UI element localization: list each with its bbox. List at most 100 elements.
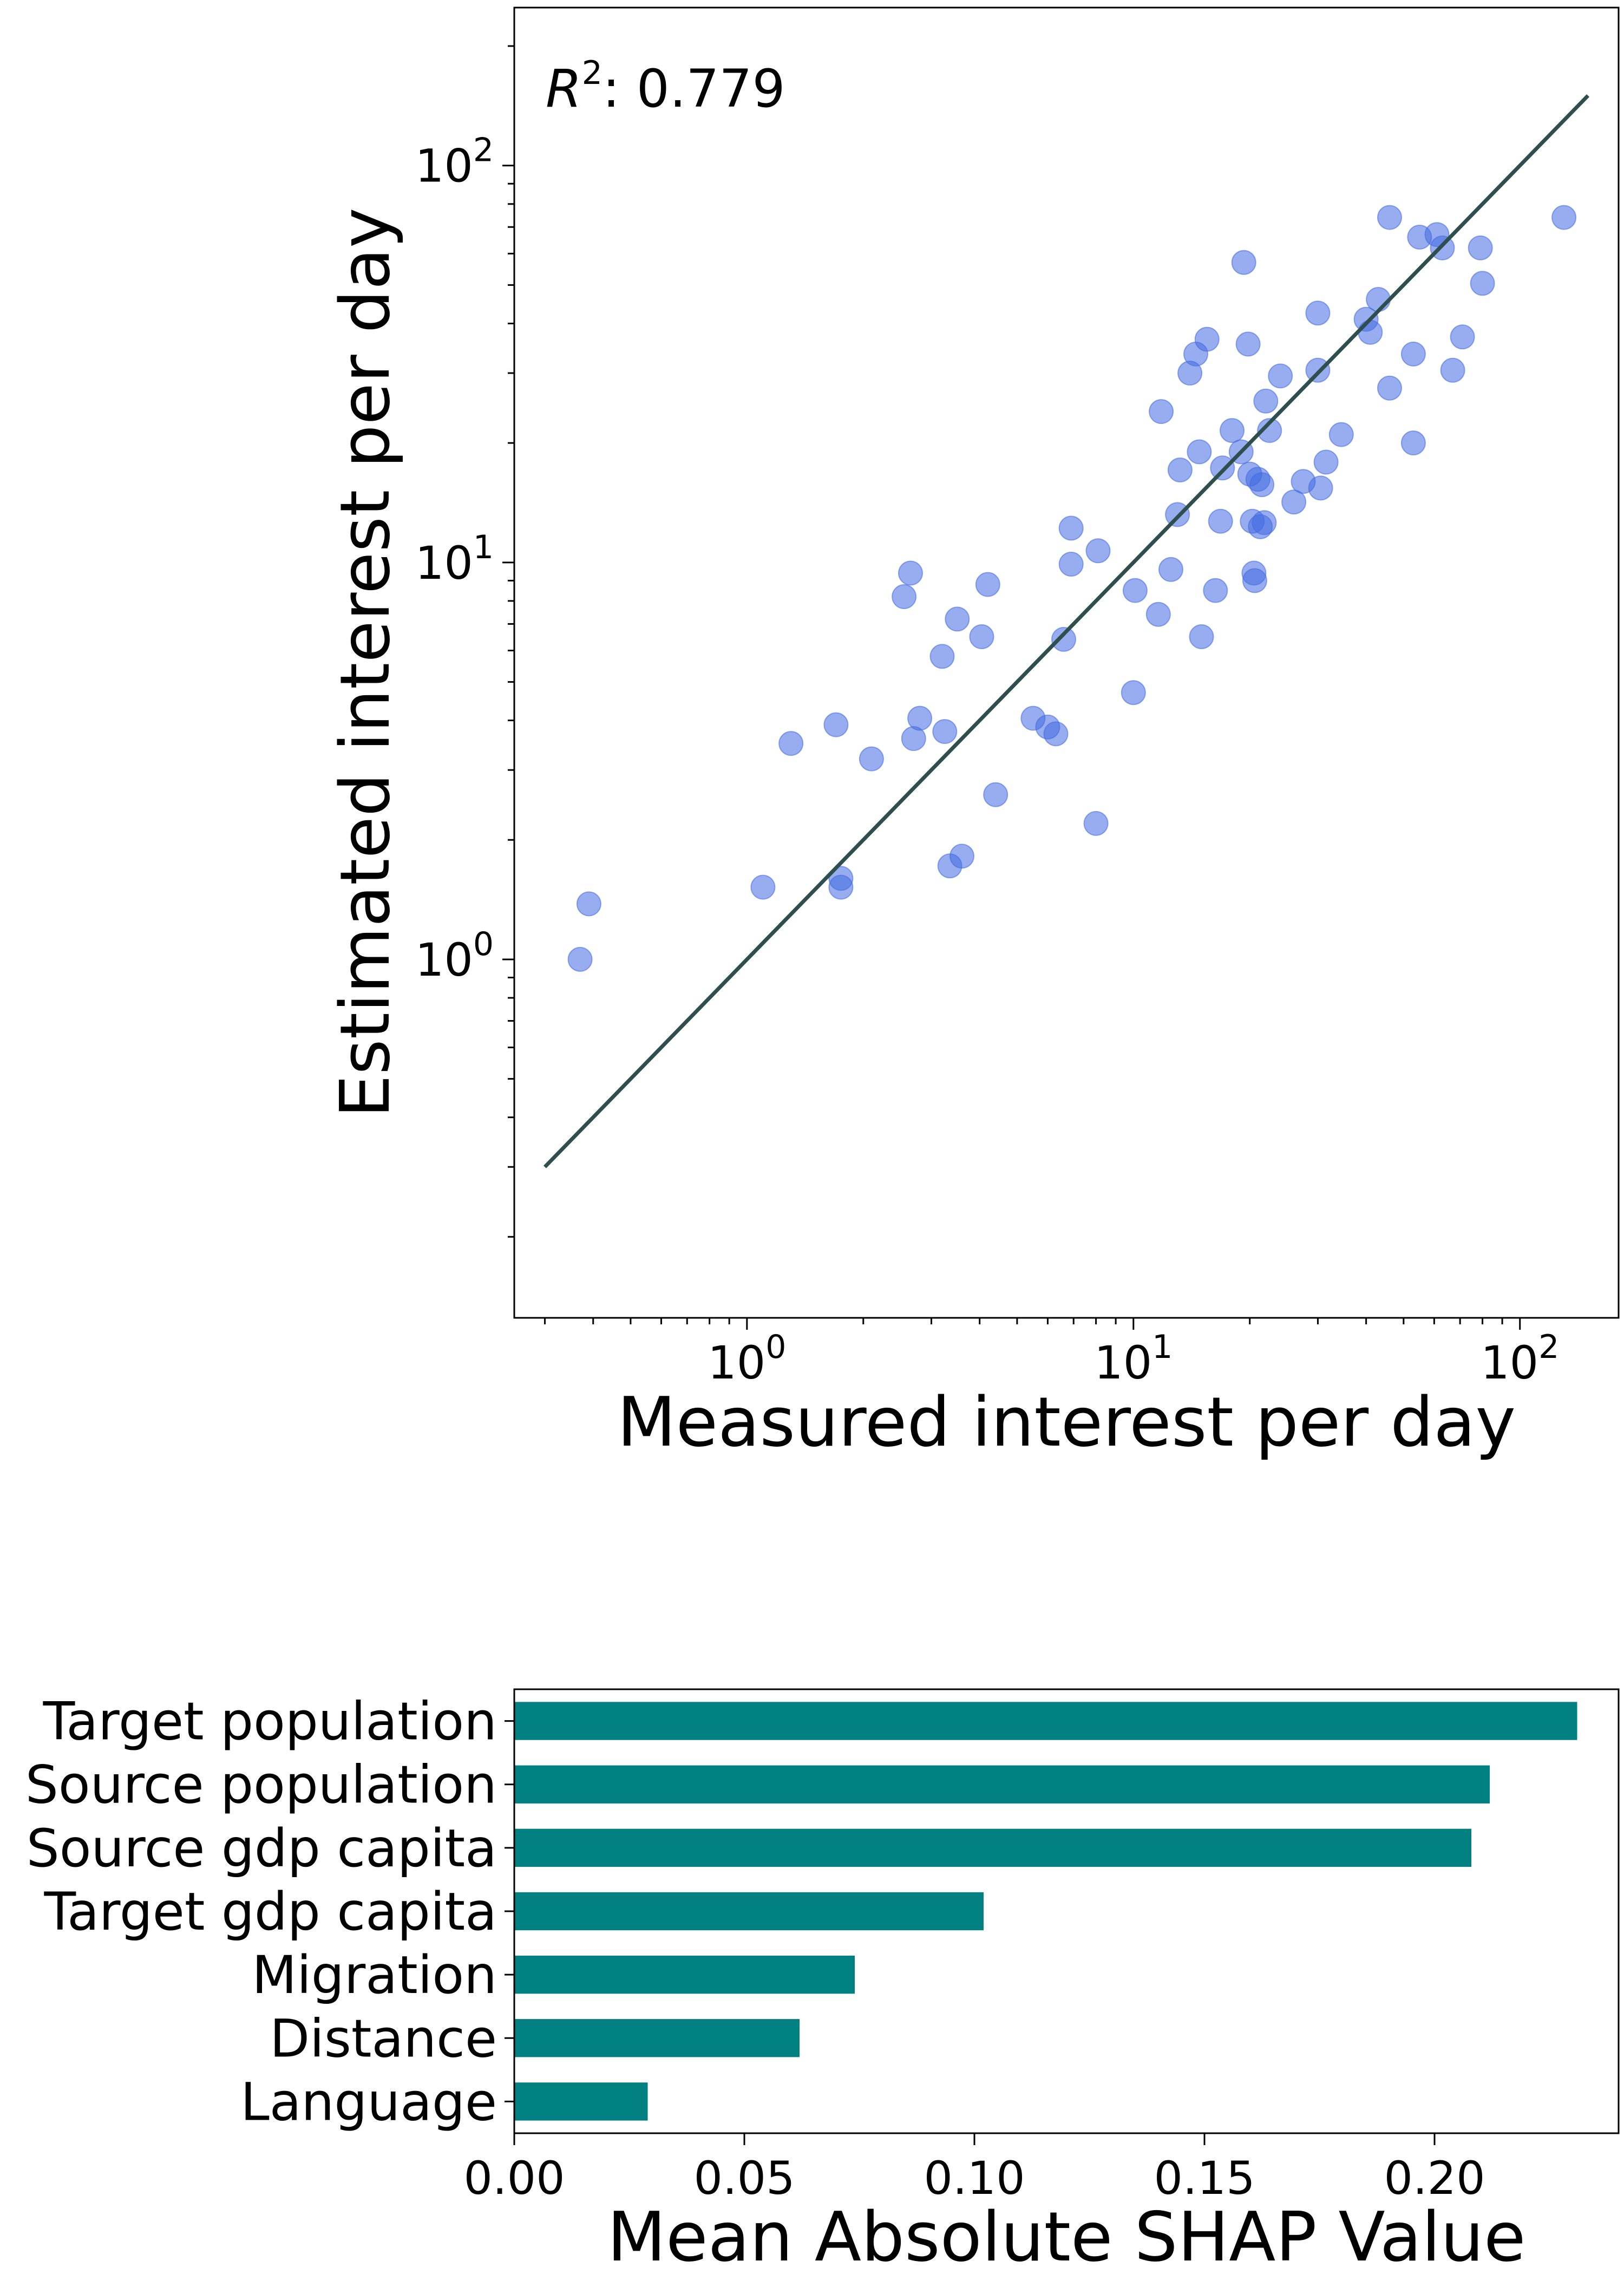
scatter-plot-frame (513, 6, 1620, 1319)
scatter-point (1551, 205, 1577, 230)
scatter-point (1208, 508, 1233, 534)
scatter-point (1313, 449, 1339, 475)
scatter-point (1252, 510, 1277, 535)
scatter-point (1358, 319, 1383, 345)
bar-category-label: Migration (252, 1945, 497, 2005)
bar-x-tick-label: 0.15 (1154, 2152, 1255, 2205)
scatter-point (1253, 388, 1279, 414)
scatter-point (828, 866, 854, 891)
scatter-point (1242, 568, 1267, 593)
x-tick-label: 100 (708, 1328, 786, 1389)
scatter-point (929, 644, 955, 669)
scatter-point (823, 712, 849, 737)
y-tick-label: 100 (415, 925, 494, 986)
fit-line (543, 94, 1590, 1168)
scatter-y-axis-title: Estimated interest per day (325, 207, 405, 1118)
bar-x-tick-label: 0.00 (463, 2152, 565, 2205)
scatter-point (1043, 721, 1069, 747)
scatter-point (1210, 455, 1235, 481)
scatter-point (1440, 357, 1465, 383)
scatter-point (1249, 472, 1275, 498)
bars (514, 1702, 1577, 2121)
scatter-point (1189, 624, 1214, 649)
scatter-point (1187, 439, 1212, 465)
bar (514, 2082, 648, 2121)
scatter-x-axis-title: Measured interest per day (617, 1382, 1516, 1462)
scatter-point (1058, 515, 1084, 541)
scatter-point (1083, 811, 1109, 836)
bar (514, 1702, 1577, 1740)
scatter-point (969, 624, 994, 649)
scatter-point (1122, 578, 1148, 603)
y-tick-label: 101 (415, 528, 494, 590)
bar-category-label: Target gdp capita (43, 1881, 497, 1942)
bar-category-label: Source population (25, 1755, 497, 1815)
x-tick-label: 102 (1481, 1328, 1559, 1389)
scatter-point (1121, 680, 1146, 705)
bar (514, 1956, 855, 1994)
scatter-point (1308, 475, 1333, 501)
scatter-point (1231, 250, 1256, 275)
scatter-point (1470, 271, 1495, 296)
scatter-point (907, 705, 933, 731)
scatter-point (1281, 489, 1307, 515)
bar (514, 1892, 984, 1931)
scatter-point (1450, 324, 1475, 350)
scatter-point (1400, 430, 1426, 456)
bar-x-axis-title: Mean Absolute SHAP Value (607, 2197, 1525, 2274)
scatter-point (949, 844, 974, 869)
scatter-point (1085, 538, 1111, 564)
scatter-point (1220, 418, 1245, 443)
scatter-point (1400, 341, 1426, 367)
bar-panel: 0.00 0.05 0.10 0.15 0.20 Target populationSo… (25, 1688, 1620, 2274)
scatter-point (1145, 602, 1171, 627)
bar-category-label: Target population (43, 1691, 497, 1752)
scatter-point (1257, 418, 1282, 443)
scatter-point (1328, 422, 1354, 447)
y-axis-ticks: 100 101 102 (415, 45, 514, 1238)
y-tick-label: 102 (415, 132, 494, 193)
bar-category-label: Language (240, 2072, 497, 2132)
scatter-point (1235, 331, 1261, 357)
bar-x-tick-label: 0.05 (693, 2152, 795, 2205)
scatter-point (932, 719, 958, 744)
bar-x-axis-ticks: 0.00 0.05 0.10 0.15 0.20 (463, 2133, 1485, 2205)
scatter-point (975, 572, 1000, 597)
bar-x-tick-label: 0.10 (924, 2152, 1025, 2205)
scatter-point (1158, 557, 1183, 582)
scatter-point (1366, 287, 1391, 312)
scatter-point (1058, 552, 1084, 577)
bar (514, 2019, 800, 2057)
scatter-point (859, 746, 884, 772)
r-squared-annotation: R2: 0.779 (546, 54, 785, 119)
bar (514, 1828, 1471, 1867)
bar-category-label: Source gdp capita (27, 1818, 497, 1879)
x-axis-ticks: 100 101 102 (544, 1318, 1559, 1389)
scatter-point (898, 560, 923, 586)
scatter-point (1203, 578, 1228, 603)
scatter-point (567, 946, 593, 972)
scatter-point (1051, 626, 1076, 652)
scatter-point (750, 874, 776, 900)
scatter-point (892, 584, 917, 609)
scatter-point (1268, 363, 1293, 389)
scatter-panel: 100 101 102 100 101 102 R2: 0.779 Measured i… (325, 6, 1620, 1462)
scatter-point (1167, 458, 1193, 482)
x-tick-label: 101 (1094, 1328, 1173, 1389)
scatter-points (567, 205, 1577, 972)
scatter-point (983, 782, 1009, 807)
scatter-point (1149, 399, 1174, 424)
scatter-point (1305, 300, 1331, 326)
scatter-point (1377, 375, 1402, 401)
scatter-point (945, 606, 970, 632)
scatter-point (1468, 235, 1493, 260)
bar (514, 1765, 1490, 1803)
bar-x-tick-label: 0.20 (1384, 2152, 1485, 2205)
scatter-point (576, 891, 601, 917)
scatter-point (778, 731, 804, 756)
scatter-point (1194, 326, 1220, 352)
bar-category-label: Distance (270, 2008, 497, 2069)
scatter-point (1377, 205, 1402, 230)
